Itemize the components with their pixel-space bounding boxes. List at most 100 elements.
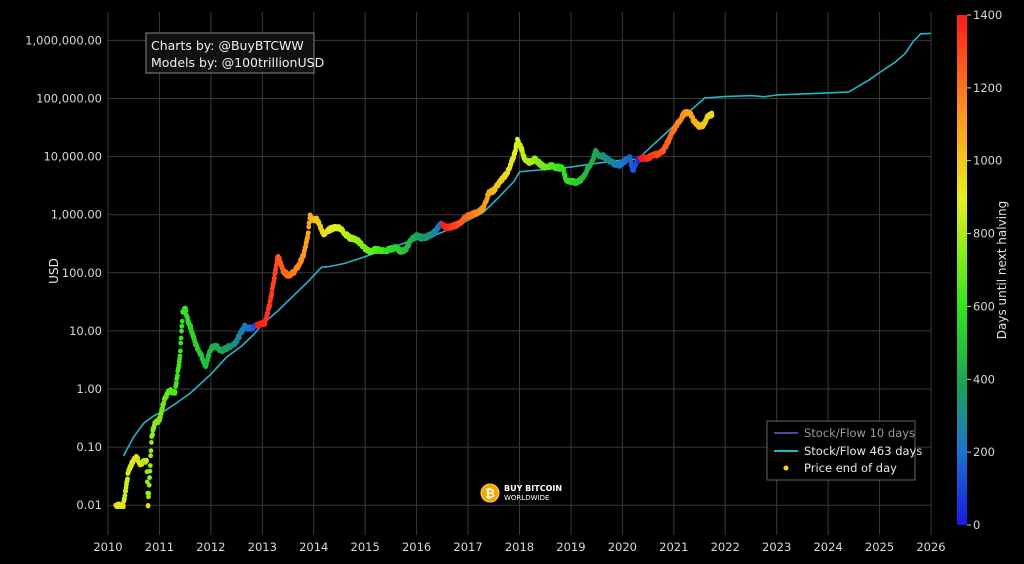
colorbar-tick-label: 1400 — [973, 8, 1002, 22]
price-point — [173, 380, 179, 386]
price-point — [271, 279, 277, 285]
price-point — [172, 389, 178, 395]
price-point — [179, 323, 185, 329]
price-point — [175, 373, 180, 378]
colorbar-tick-label: 800 — [973, 227, 995, 241]
price-point — [146, 490, 152, 496]
price-point — [177, 353, 183, 359]
price-point — [150, 432, 155, 437]
x-tick-label: 2014 — [299, 540, 328, 554]
price-point — [267, 303, 273, 309]
x-tick-label: 2023 — [762, 540, 791, 554]
price-point — [305, 230, 311, 236]
legend-label-sf10: Stock/Flow 10 days — [804, 426, 915, 440]
credits-line-1: Charts by: @BuyBTCWW — [151, 38, 304, 53]
price-point — [113, 503, 118, 508]
y-tick-label: 1,000,000.00 — [25, 33, 102, 47]
y-tick-label: 0.01 — [76, 498, 102, 512]
x-tick-label: 2021 — [659, 540, 688, 554]
colorbar-tick-label: 0 — [973, 518, 980, 532]
x-tick-label: 2025 — [865, 540, 894, 554]
logo-line-1: BUY BITCOIN — [504, 484, 562, 493]
price-point — [121, 503, 126, 508]
x-tick-label: 2015 — [351, 540, 380, 554]
legend-label-sf463: Stock/Flow 463 days — [804, 444, 922, 458]
x-tick-label: 2024 — [813, 540, 842, 554]
y-axis-tick-labels: 0.01 0.10 1.00 10.00 100.00 1,000.00 10,000.00… — [25, 33, 102, 512]
x-tick-label: 2017 — [453, 540, 482, 554]
x-tick-label: 2026 — [916, 540, 945, 554]
price-point — [147, 468, 153, 474]
y-tick-label: 1,000.00 — [51, 208, 102, 222]
price-point — [179, 318, 185, 324]
price-point — [179, 328, 184, 334]
price-point — [148, 453, 154, 459]
price-point — [406, 242, 412, 248]
price-point — [709, 113, 715, 118]
logo-line-2: WORLDWIDE — [504, 494, 549, 502]
y-tick-label: 10,000.00 — [43, 150, 102, 164]
credits-annotation: Charts by: @BuyBTCWW Models by: @100tril… — [145, 32, 324, 74]
legend-label-price: Price end of day — [804, 461, 897, 475]
bitcoin-icon — [480, 483, 500, 503]
price-point — [265, 310, 271, 316]
credits-box — [145, 32, 315, 74]
x-tick-label: 2011 — [145, 540, 174, 554]
sf-model-line — [122, 32, 932, 457]
x-axis-tick-labels: 2010 2011 2012 2013 2014 2015 2016 2017 2018 2019… — [93, 540, 945, 554]
price-point — [273, 265, 279, 271]
price-point — [237, 335, 242, 340]
colorbar: 0 200 400 600 800 1000 1200 1400 Days until nex… — [957, 8, 1009, 532]
price-point — [122, 496, 127, 502]
y-axis-title: USD — [47, 258, 61, 284]
price-point — [307, 220, 312, 226]
price-point — [148, 448, 154, 454]
legend-swatch-price — [783, 465, 789, 471]
price-point — [145, 503, 151, 508]
credits-line-2: Models by: @100trillionUSD — [151, 55, 324, 70]
x-tick-label: 2022 — [711, 540, 740, 554]
y-tick-label: 10.00 — [69, 324, 102, 338]
price-point — [147, 463, 153, 468]
y-tick-label: 1.00 — [76, 382, 102, 396]
colorbar-gradient — [957, 15, 967, 525]
y-tick-label: 100,000.00 — [36, 92, 102, 106]
price-point — [137, 462, 143, 467]
price-point — [183, 308, 189, 314]
price-point — [147, 475, 153, 480]
x-tick-label: 2019 — [556, 540, 585, 554]
price-point — [122, 493, 128, 498]
price-point — [134, 453, 139, 459]
x-tick-label: 2016 — [402, 540, 431, 554]
legend: Stock/Flow 10 days Stock/Flow 463 days P… — [766, 420, 922, 481]
colorbar-tick-label: 400 — [973, 372, 995, 386]
price-point — [269, 290, 275, 296]
colorbar-tick-labels: 0 200 400 600 800 1000 1200 1400 — [967, 8, 1002, 532]
price-point — [178, 340, 184, 346]
price-point — [178, 348, 183, 354]
model-lines — [122, 32, 932, 457]
x-tick-label: 2018 — [505, 540, 534, 554]
price-point — [178, 335, 184, 341]
y-tick-label: 100.00 — [62, 266, 102, 280]
bitcoin-symbol: ₿ — [485, 487, 495, 501]
colorbar-tick-label: 1000 — [973, 154, 1002, 168]
price-point — [513, 148, 518, 153]
price-point — [146, 494, 151, 500]
colorbar-title: Days until next halving — [995, 201, 1009, 340]
x-tick-label: 2020 — [608, 540, 637, 554]
colorbar-tick-label: 600 — [973, 299, 995, 313]
x-tick-label: 2010 — [93, 540, 122, 554]
price-points — [113, 109, 715, 510]
colorbar-tick-label: 200 — [973, 445, 995, 459]
x-tick-label: 2012 — [196, 540, 225, 554]
price-point — [306, 224, 312, 230]
price-point — [272, 275, 277, 281]
price-point — [146, 482, 152, 488]
price-point — [126, 468, 131, 473]
price-point — [149, 440, 154, 445]
colorbar-tick-label: 1200 — [973, 81, 1002, 95]
price-point — [131, 457, 136, 463]
y-tick-label: 0.10 — [76, 440, 102, 454]
